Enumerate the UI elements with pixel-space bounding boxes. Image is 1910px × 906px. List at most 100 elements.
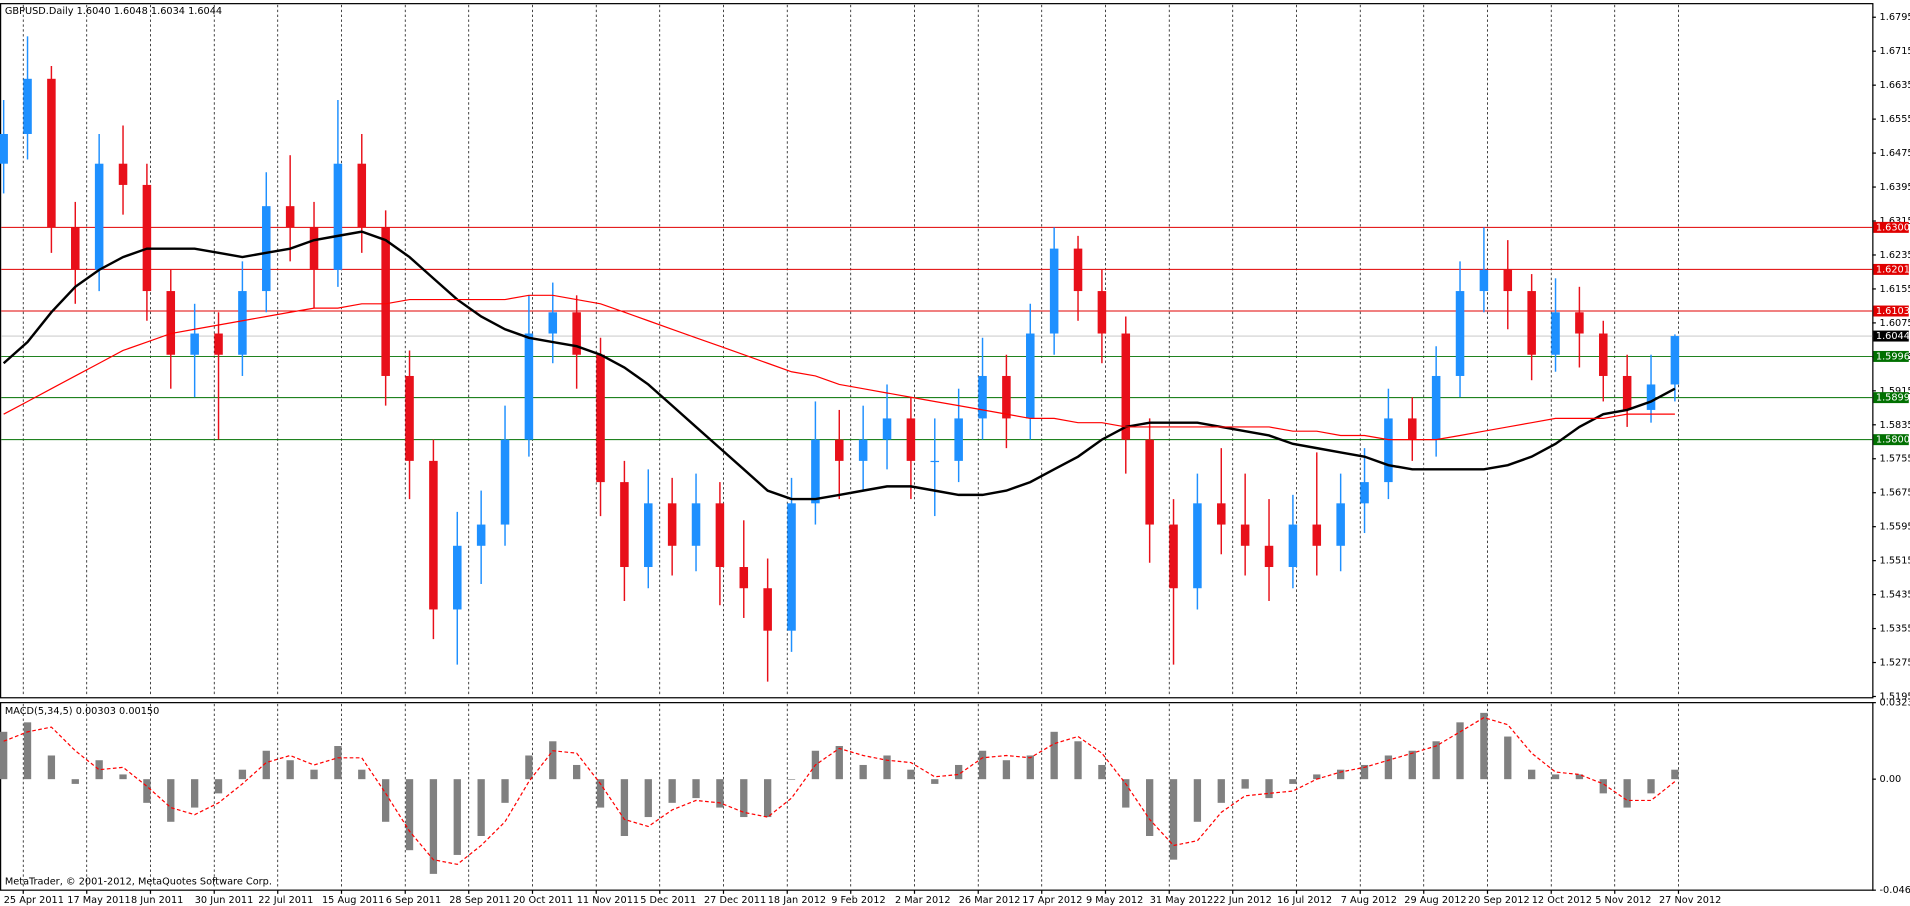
y-tick-label: 0.03232 bbox=[1880, 698, 1910, 709]
x-tick-label: 29 Aug 2012 bbox=[1404, 895, 1466, 906]
macd-bar bbox=[1480, 712, 1488, 780]
y-tick-label: 1.6635 bbox=[1880, 80, 1910, 91]
candle-body bbox=[1599, 333, 1608, 376]
candle-body bbox=[1288, 524, 1298, 568]
y-tick-label: 1.6155 bbox=[1880, 284, 1910, 295]
macd-bar bbox=[1265, 779, 1273, 799]
macd-bar bbox=[262, 750, 270, 780]
level-label-box bbox=[1873, 392, 1909, 404]
macd-bar bbox=[1408, 750, 1416, 780]
macd-bar bbox=[668, 779, 676, 803]
macd-bar bbox=[334, 746, 342, 780]
macd-bar bbox=[238, 769, 247, 780]
candle-body bbox=[1336, 503, 1345, 546]
macd-bar bbox=[525, 755, 533, 780]
candle-body bbox=[71, 227, 80, 270]
candle-body bbox=[1145, 439, 1154, 525]
macd-bar bbox=[1528, 769, 1536, 780]
macd-bar bbox=[931, 779, 939, 784]
y-tick-label: 1.6555 bbox=[1880, 114, 1910, 125]
level-label-box bbox=[1873, 305, 1909, 317]
macd-bar bbox=[644, 779, 652, 818]
candle-body bbox=[787, 503, 796, 631]
macd-bar bbox=[214, 779, 223, 794]
price-pane bbox=[0, 3, 1874, 699]
y-tick-label: 1.5275 bbox=[1880, 658, 1910, 669]
y-tick-label: 1.6395 bbox=[1880, 182, 1910, 193]
macd-bar bbox=[1050, 731, 1058, 780]
macd-bar bbox=[1289, 779, 1297, 784]
level-label: 1.5800 bbox=[1876, 435, 1910, 446]
candle-body bbox=[1622, 375, 1632, 410]
macd-bar bbox=[23, 722, 32, 780]
x-tick-label: 7 Aug 2012 bbox=[1341, 895, 1397, 906]
y-tick-label: 1.6235 bbox=[1880, 250, 1910, 261]
copyright: MetaTrader, © 2001-2012, MetaQuotes Soft… bbox=[5, 877, 272, 888]
y-tick-label: 1.6315 bbox=[1880, 216, 1910, 227]
macd-bar bbox=[692, 779, 700, 799]
candle-body bbox=[1312, 524, 1322, 546]
candle-body bbox=[1575, 312, 1584, 334]
candle-body bbox=[1670, 336, 1680, 385]
candle-body bbox=[763, 588, 772, 631]
level-label: 1.5899 bbox=[1876, 393, 1910, 404]
x-tick-label: 25 Apr 2011 bbox=[4, 895, 64, 906]
macd-bar bbox=[1575, 774, 1584, 780]
macd-bar bbox=[95, 760, 103, 780]
level-label: 1.6103 bbox=[1876, 306, 1910, 317]
macd-bar bbox=[1623, 779, 1631, 808]
y-tick-label: 1.6795 bbox=[1880, 12, 1910, 23]
candle-body bbox=[285, 206, 295, 228]
macd-bar bbox=[883, 755, 891, 780]
candle-body bbox=[23, 78, 32, 134]
macd-bar bbox=[1193, 779, 1202, 822]
candle-body bbox=[1026, 333, 1035, 419]
candle-body bbox=[309, 227, 319, 270]
macd-bar bbox=[764, 779, 772, 818]
x-tick-label: 9 Feb 2012 bbox=[831, 895, 885, 906]
candle-body bbox=[476, 524, 486, 546]
x-tick-label: 12 Oct 2012 bbox=[1532, 895, 1592, 906]
x-tick-label: 20 Sep 2012 bbox=[1468, 895, 1530, 906]
level-label-box bbox=[1873, 330, 1909, 342]
candle-body bbox=[1479, 269, 1489, 292]
candle-body bbox=[954, 418, 963, 461]
candle-body bbox=[1360, 482, 1369, 504]
macd-bar bbox=[1599, 779, 1607, 794]
x-tick-label: 22 Jul 2011 bbox=[258, 895, 313, 906]
level-label-box bbox=[1873, 350, 1909, 362]
macd-bar bbox=[955, 764, 963, 780]
macd-bar bbox=[1098, 764, 1106, 780]
x-tick-label: 26 Mar 2012 bbox=[959, 895, 1021, 906]
x-tick-label: 5 Dec 2011 bbox=[640, 895, 696, 906]
macd-bar bbox=[191, 779, 199, 808]
y-tick-label: 1.5195 bbox=[1880, 691, 1910, 702]
macd-bar bbox=[907, 769, 915, 780]
candle-body bbox=[858, 439, 868, 461]
candle-body bbox=[381, 227, 390, 376]
candle-body bbox=[166, 291, 176, 355]
level-label-box bbox=[1873, 434, 1909, 446]
candle-body bbox=[1527, 291, 1536, 355]
candle-body bbox=[333, 163, 343, 270]
x-tick-label: 11 Nov 2011 bbox=[577, 895, 639, 906]
candle-body bbox=[262, 206, 271, 292]
macd-bar bbox=[1337, 769, 1345, 780]
macd-bar bbox=[596, 779, 605, 808]
candle-body bbox=[1503, 269, 1513, 292]
x-tick-label: 31 May 2012 bbox=[1150, 895, 1213, 906]
candle-body bbox=[906, 418, 916, 461]
layer: 25 Apr 2011 17 May 2011 8 Jun 2011 30 Jun 2… bbox=[0, 4, 1910, 906]
candle-body bbox=[429, 460, 438, 610]
candle-body bbox=[1551, 312, 1560, 355]
macd-bar bbox=[143, 779, 151, 803]
macd-bar bbox=[310, 769, 318, 780]
y-tick-label: 1.5835 bbox=[1880, 420, 1910, 431]
signal-line bbox=[3, 716, 1676, 866]
y-tick-label: 1.6715 bbox=[1880, 46, 1910, 57]
x-tick-label: 16 Jul 2012 bbox=[1277, 895, 1332, 906]
y-tick-label: -0.04688 bbox=[1880, 885, 1910, 896]
macd-bar bbox=[740, 779, 748, 818]
candle-body bbox=[1049, 248, 1059, 334]
macd-bar bbox=[405, 779, 414, 851]
